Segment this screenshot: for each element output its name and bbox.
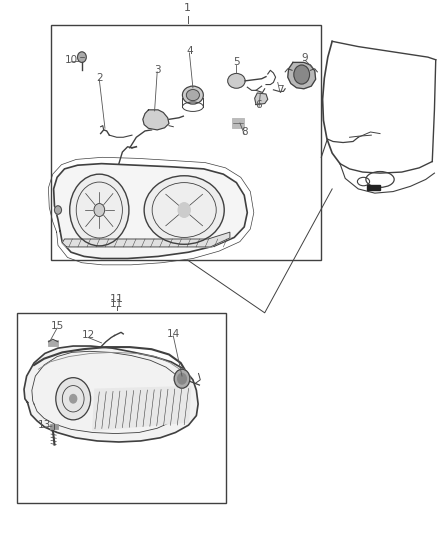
Text: 9: 9: [302, 53, 308, 63]
Circle shape: [78, 52, 86, 62]
Polygon shape: [254, 93, 268, 104]
Ellipse shape: [183, 86, 203, 104]
Text: 15: 15: [50, 321, 64, 331]
Circle shape: [70, 174, 129, 246]
Text: 14: 14: [167, 329, 180, 339]
Text: 3: 3: [154, 66, 160, 75]
Circle shape: [56, 378, 91, 420]
Circle shape: [174, 369, 190, 388]
Polygon shape: [143, 110, 169, 130]
Text: 8: 8: [241, 127, 247, 137]
Ellipse shape: [228, 74, 245, 88]
Bar: [51, 26, 321, 260]
Ellipse shape: [186, 90, 199, 101]
Bar: [367, 185, 380, 190]
Text: 5: 5: [233, 58, 240, 67]
Polygon shape: [62, 232, 230, 247]
Circle shape: [294, 65, 310, 84]
Bar: [17, 313, 226, 503]
Text: 7: 7: [277, 85, 283, 95]
Text: 12: 12: [82, 330, 95, 341]
Text: 6: 6: [256, 100, 262, 110]
Polygon shape: [24, 346, 198, 442]
Polygon shape: [93, 386, 191, 430]
Text: 10: 10: [64, 55, 78, 65]
Text: 1: 1: [184, 3, 191, 13]
Circle shape: [178, 374, 186, 384]
Bar: [49, 424, 57, 429]
Text: 11: 11: [110, 299, 124, 309]
Bar: [232, 118, 244, 128]
Circle shape: [54, 206, 61, 214]
Text: 2: 2: [96, 73, 102, 83]
Polygon shape: [288, 62, 316, 89]
Text: 13: 13: [37, 420, 51, 430]
Circle shape: [70, 394, 77, 403]
Bar: [48, 340, 58, 346]
Ellipse shape: [144, 176, 224, 244]
Polygon shape: [53, 164, 247, 259]
Text: 4: 4: [186, 46, 193, 56]
Circle shape: [94, 204, 105, 216]
Text: 11: 11: [110, 294, 124, 304]
Circle shape: [178, 203, 190, 217]
